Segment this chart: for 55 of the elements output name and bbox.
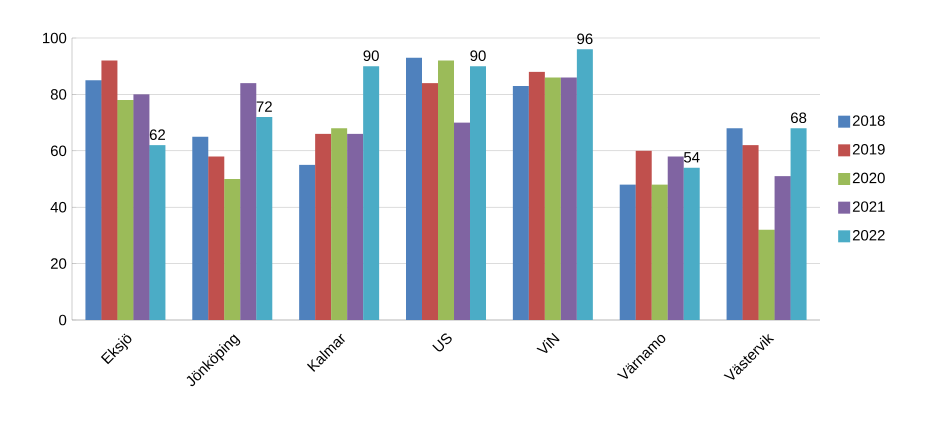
bar (560, 77, 577, 320)
bar (512, 86, 529, 320)
bar (347, 134, 364, 320)
bar (544, 77, 561, 320)
data-label: 96 (577, 34, 593, 44)
bar (422, 83, 438, 320)
bar (652, 184, 668, 320)
data-label: 54 (684, 152, 700, 163)
bar (363, 66, 380, 320)
bar (331, 128, 348, 320)
bar (240, 83, 256, 320)
bar (406, 58, 422, 320)
bar (684, 168, 700, 320)
y-tick-label: 40 (50, 202, 66, 212)
bar (438, 60, 454, 320)
bar (742, 145, 759, 320)
bar (256, 116, 272, 320)
bar (668, 156, 684, 320)
bar (85, 80, 102, 320)
bar (726, 128, 743, 320)
bar (133, 94, 150, 320)
bar (224, 178, 240, 320)
bar (315, 134, 332, 320)
bar (620, 184, 636, 320)
y-tick-label: 80 (50, 89, 66, 100)
legend-label: 2019 (852, 144, 885, 155)
bar (576, 49, 593, 320)
bar (528, 72, 545, 320)
y-tick-label: 100 (43, 32, 66, 44)
bar (454, 122, 470, 320)
bar (790, 128, 807, 320)
y-tick-label: 20 (50, 258, 66, 269)
data-label: 90 (470, 50, 486, 62)
legend-label: 2018 (852, 115, 885, 126)
bar (774, 176, 791, 320)
bar (149, 145, 166, 320)
bar (101, 60, 118, 320)
bar (758, 230, 775, 320)
bar (117, 100, 134, 320)
bar (208, 156, 224, 320)
bar (299, 164, 316, 320)
data-label: 90 (364, 50, 379, 62)
y-tick-label: 0 (59, 314, 66, 326)
legend-label: 2021 (852, 201, 885, 212)
bar (470, 66, 486, 320)
bar (636, 150, 652, 320)
bar (192, 136, 208, 320)
x-tick-label: US (432, 333, 452, 352)
data-label: 68 (791, 112, 806, 124)
x-tick-label: ViN (536, 332, 560, 354)
data-label: 62 (150, 129, 165, 140)
legend-label: 2022 (852, 230, 885, 241)
legend-label: 2020 (852, 172, 885, 184)
y-tick-label: 60 (50, 146, 66, 156)
data-label: 72 (256, 101, 272, 112)
